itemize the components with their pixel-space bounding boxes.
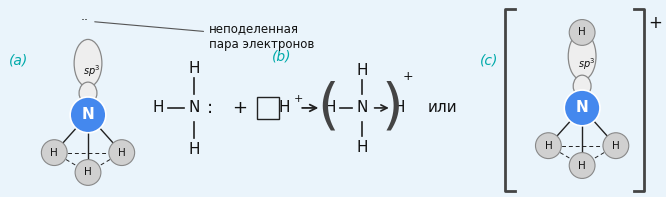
Circle shape [603,133,629,159]
Text: N: N [356,100,368,115]
Text: +: + [232,99,247,117]
Circle shape [569,20,595,45]
Text: H: H [578,27,586,37]
Text: H: H [188,61,200,76]
Ellipse shape [79,82,97,104]
Text: (b): (b) [272,49,291,63]
Circle shape [569,153,595,178]
Text: (c): (c) [480,53,498,67]
Text: N: N [82,107,95,122]
Circle shape [75,160,101,185]
Text: или: или [428,100,457,115]
Text: ): ) [382,81,404,135]
Text: H: H [118,148,126,158]
Text: H: H [356,63,368,78]
Text: (a): (a) [9,53,28,67]
Text: :: : [207,99,213,117]
Text: H: H [356,140,368,155]
Text: H: H [188,142,200,157]
Text: неподеленная
пара электронов: неподеленная пара электронов [95,22,314,51]
Ellipse shape [74,39,102,87]
Text: (: ( [317,81,339,135]
Circle shape [70,97,106,133]
Text: N: N [188,100,200,115]
Text: H: H [612,141,620,151]
Text: +: + [294,94,303,104]
Circle shape [41,140,67,165]
Ellipse shape [568,33,596,80]
Text: +: + [402,70,413,83]
Text: N: N [575,100,589,115]
Text: +: + [649,14,663,32]
Circle shape [535,133,561,159]
Circle shape [109,140,135,165]
Text: H: H [51,148,58,158]
Text: H: H [545,141,552,151]
Text: H: H [84,167,92,177]
Bar [256,97,278,119]
Circle shape [564,90,600,126]
Ellipse shape [573,75,591,97]
Text: H: H [324,100,336,115]
Text: H: H [153,100,165,115]
Text: H: H [278,100,290,115]
Text: sp$^3$: sp$^3$ [577,56,595,72]
Text: sp$^3$: sp$^3$ [83,63,101,79]
Text: H: H [394,100,406,115]
Text: H: H [578,161,586,171]
Text: ··: ·· [81,14,89,27]
